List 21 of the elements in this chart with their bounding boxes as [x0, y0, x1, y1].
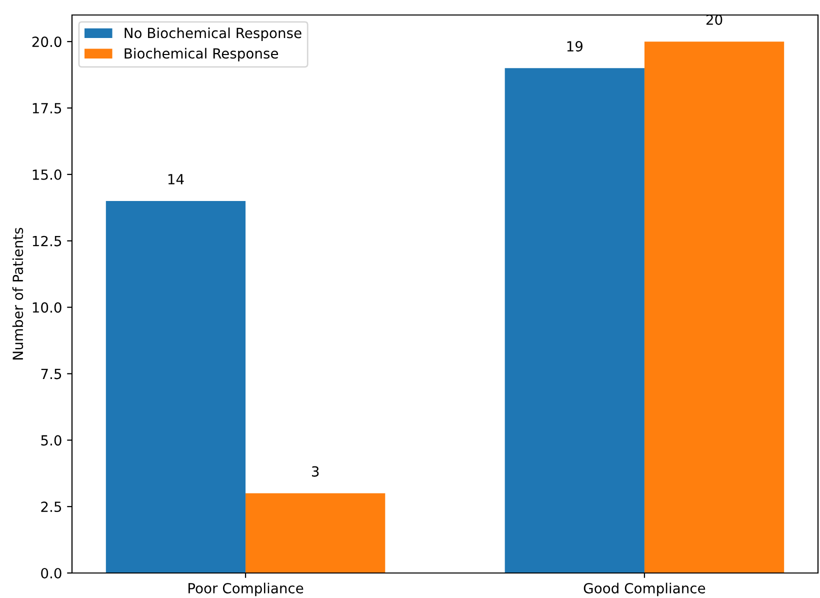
x-tick-label: Good Compliance [584, 582, 706, 596]
y-tick-label: 7.5 [41, 368, 62, 380]
y-axis-title: Number of Patients [12, 228, 24, 360]
data-label: 14 [168, 174, 184, 184]
y-tick-label: 10.0 [32, 302, 62, 313]
data-label: 3 [312, 466, 319, 477]
legend-label: Biochemical Response [124, 48, 278, 62]
bar [504, 68, 644, 573]
y-tick-label: 5.0 [41, 435, 62, 446]
y-tick-label: 20.0 [32, 36, 62, 48]
bar [106, 201, 246, 573]
x-tick-label: Poor Compliance [188, 582, 304, 596]
y-tick-label: 0.0 [41, 568, 62, 578]
data-label: 19 [567, 41, 583, 52]
bar [644, 42, 784, 573]
y-tick-label: 15.0 [32, 169, 62, 180]
y-tick-label: 17.5 [32, 103, 62, 114]
y-tick-label: 12.5 [32, 236, 62, 246]
bar [246, 493, 386, 573]
legend-label: No Biochemical Response [124, 28, 302, 41]
y-tick-label: 2.5 [41, 502, 62, 512]
